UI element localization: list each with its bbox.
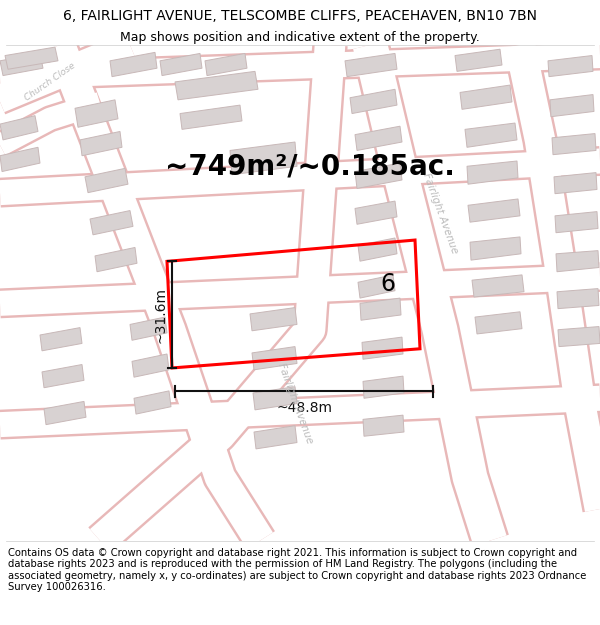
Text: 6: 6 [380, 272, 395, 296]
Polygon shape [132, 354, 169, 377]
Polygon shape [465, 123, 517, 148]
Polygon shape [345, 53, 397, 77]
Polygon shape [350, 89, 397, 114]
Polygon shape [556, 251, 599, 272]
Polygon shape [80, 131, 122, 156]
Polygon shape [134, 391, 171, 414]
Polygon shape [254, 426, 297, 449]
Polygon shape [0, 53, 43, 76]
Polygon shape [470, 237, 521, 260]
Polygon shape [175, 71, 258, 100]
Polygon shape [253, 387, 297, 410]
Text: Map shows position and indicative extent of the property.: Map shows position and indicative extent… [120, 31, 480, 44]
Polygon shape [230, 142, 297, 175]
Polygon shape [40, 328, 82, 351]
Polygon shape [355, 126, 402, 151]
Polygon shape [363, 376, 404, 398]
Polygon shape [548, 56, 593, 77]
Polygon shape [75, 100, 118, 127]
Polygon shape [557, 289, 599, 309]
Text: ~31.6m: ~31.6m [153, 287, 167, 342]
Polygon shape [358, 238, 397, 261]
Polygon shape [468, 199, 520, 222]
Polygon shape [44, 401, 86, 424]
Polygon shape [180, 105, 242, 129]
Text: ~749m²/~0.185ac.: ~749m²/~0.185ac. [165, 152, 455, 180]
Polygon shape [362, 337, 403, 359]
Text: Church Close: Church Close [23, 61, 77, 102]
Polygon shape [95, 248, 137, 272]
Text: Fairlight Avenue: Fairlight Avenue [421, 172, 459, 256]
Polygon shape [42, 364, 84, 388]
Polygon shape [90, 211, 133, 235]
Polygon shape [455, 49, 502, 71]
Text: 6, FAIRLIGHT AVENUE, TELSCOMBE CLIFFS, PEACEHAVEN, BN10 7BN: 6, FAIRLIGHT AVENUE, TELSCOMBE CLIFFS, P… [63, 9, 537, 23]
Polygon shape [5, 47, 58, 69]
Polygon shape [205, 53, 247, 76]
Polygon shape [160, 53, 202, 76]
Polygon shape [358, 275, 395, 298]
Polygon shape [355, 163, 402, 188]
Polygon shape [360, 298, 401, 320]
Polygon shape [110, 52, 157, 77]
Text: Contains OS data © Crown copyright and database right 2021. This information is : Contains OS data © Crown copyright and d… [8, 548, 586, 592]
Polygon shape [85, 168, 128, 192]
Polygon shape [552, 134, 596, 154]
Polygon shape [554, 173, 597, 194]
Polygon shape [250, 308, 297, 331]
Polygon shape [0, 116, 38, 140]
Polygon shape [472, 275, 524, 297]
Polygon shape [355, 201, 397, 224]
Text: Fairlight Avenue: Fairlight Avenue [276, 362, 314, 445]
Polygon shape [475, 312, 522, 334]
Polygon shape [555, 212, 598, 232]
Polygon shape [460, 85, 512, 109]
Polygon shape [558, 326, 600, 347]
Text: ~48.8m: ~48.8m [276, 401, 332, 415]
Polygon shape [0, 148, 40, 171]
Polygon shape [467, 161, 518, 184]
Polygon shape [550, 94, 594, 117]
Polygon shape [130, 317, 167, 340]
Polygon shape [363, 415, 404, 436]
Polygon shape [252, 347, 297, 370]
